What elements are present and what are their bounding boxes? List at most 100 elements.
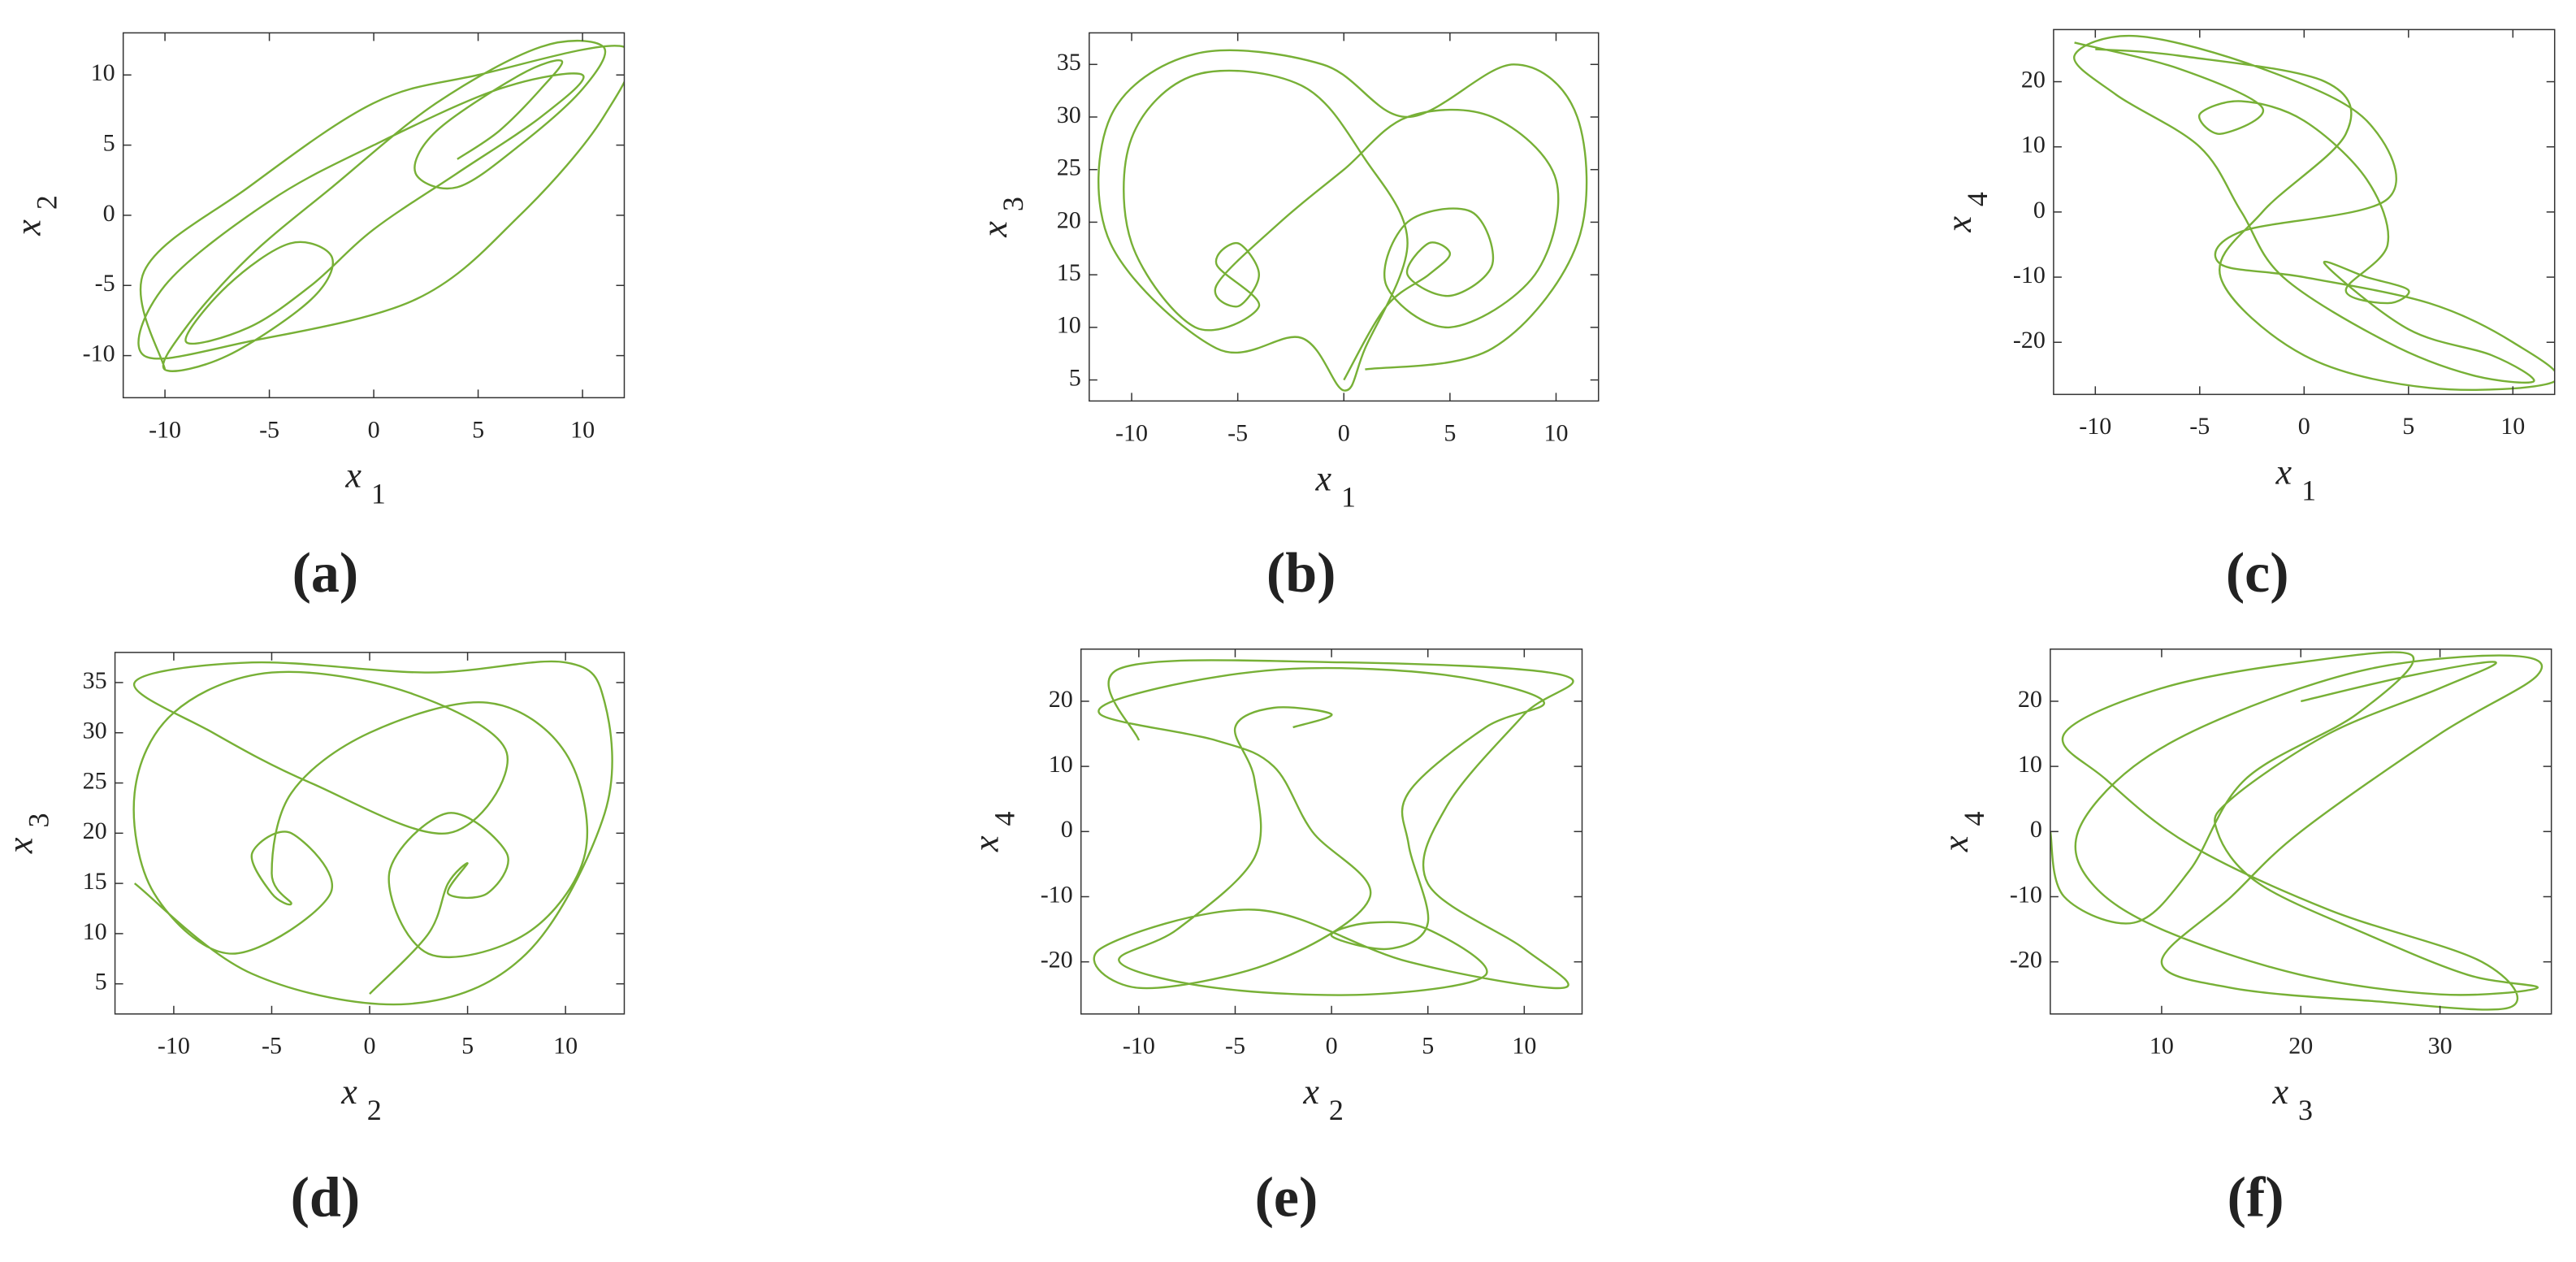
x-tick-label: -5 [262,1033,282,1060]
y-tick-label: -20 [2013,327,2046,353]
x-tick-label: -5 [1227,419,1248,446]
y-tick-label: -10 [83,340,115,366]
trajectory [2073,34,2555,391]
x-tick-label: -10 [149,416,181,443]
panel-caption: (a) [292,542,359,605]
x-tick-label: 10 [553,1033,578,1060]
x-tick-label: 30 [2428,1033,2453,1060]
y-axis-label: x3 [975,197,1029,238]
y-tick-label: 0 [2030,816,2042,843]
x-tick-label: 5 [2402,413,2414,440]
x-label-var: x [1302,1072,1319,1112]
y-tick-label: 35 [83,667,107,694]
y-tick-label: -5 [95,270,115,297]
x-label-sub: 2 [1329,1094,1344,1126]
y-label-sub: 3 [997,197,1029,211]
x-tick-label: -10 [1123,1033,1155,1060]
y-tick-label: -10 [2010,881,2042,908]
trajectory [1098,49,1588,392]
panel-caption: (d) [291,1166,361,1229]
x-tick-label: -10 [1115,419,1148,446]
y-tick-label: 10 [1049,751,1073,778]
x-label-var: x [1314,459,1331,499]
y-label-var: x [967,835,1007,852]
y-axis-label: x4 [967,812,1021,853]
trajectory [2050,651,2544,1011]
x-tick-label: 0 [364,1033,376,1060]
x-label-sub: 1 [2301,475,2316,507]
x-tick-label: 10 [2150,1033,2174,1060]
y-tick-label: 0 [103,200,115,227]
x-tick-label: -5 [2189,413,2210,440]
y-tick-label: 15 [83,868,107,895]
y-tick-label: 10 [1057,312,1081,339]
y-tick-label: 5 [103,129,115,156]
y-tick-label: 20 [83,817,107,844]
x-label-sub: 1 [1341,481,1356,514]
trajectory [132,660,613,1006]
y-tick-label: 15 [1057,259,1081,286]
y-tick-label: 10 [83,918,107,945]
x-tick-label: 0 [368,416,380,443]
x-tick-label: 10 [1543,419,1568,446]
y-axis-label: x4 [1936,812,1990,853]
y-tick-label: 30 [83,718,107,744]
x-tick-label: -5 [1225,1033,1245,1060]
x-tick-label: 10 [2500,413,2525,440]
y-tick-label: 20 [1057,206,1081,233]
y-axis-label: x4 [1939,192,1994,233]
x-label-sub: 3 [2298,1094,2313,1126]
x-label-var: x [2271,1072,2288,1112]
y-tick-label: 0 [1061,816,1073,843]
x-tick-label: 5 [1444,419,1456,446]
x-tick-label: 20 [2288,1033,2313,1060]
y-tick-label: 30 [1057,102,1081,128]
x-label-var: x [344,455,362,495]
x-tick-label: -10 [2079,413,2111,440]
y-tick-label: 0 [2033,197,2046,223]
x-tick-label: 5 [461,1033,474,1060]
y-axis-label: x3 [1,813,55,855]
y-tick-label: -20 [2010,947,2042,974]
y-label-var: x [1,837,41,854]
y-label-var: x [1936,835,1976,852]
y-tick-label: 5 [1069,364,1081,391]
x-tick-label: -5 [259,416,279,443]
y-label-sub: 4 [1958,812,1990,826]
x-tick-label: -10 [158,1033,190,1060]
y-tick-label: 10 [91,59,115,86]
x-label-var: x [2275,452,2292,492]
y-tick-label: 35 [1057,49,1081,76]
y-tick-label: 10 [2018,751,2042,778]
y-label-var: x [1939,216,1979,233]
y-tick-label: -10 [1041,881,1073,908]
y-tick-label: 10 [2021,132,2046,158]
x-label-sub: 1 [371,478,386,510]
trajectory [1093,659,1574,996]
trajectory [137,39,625,372]
x-tick-label: 10 [570,416,595,443]
x-tick-label: 0 [1326,1033,1338,1060]
y-tick-label: 20 [2021,66,2046,93]
x-label-var: x [340,1072,357,1112]
y-tick-label: 20 [1049,686,1073,713]
y-tick-label: -20 [1041,947,1073,974]
x-tick-label: 5 [472,416,484,443]
panel-caption: (f) [2227,1166,2284,1229]
x-label-sub: 2 [367,1094,382,1126]
y-tick-label: 25 [83,767,107,794]
y-label-sub: 3 [23,813,55,828]
x-tick-label: 5 [1422,1033,1434,1060]
x-tick-label: 10 [1512,1033,1536,1060]
y-tick-label: -10 [2013,262,2046,288]
